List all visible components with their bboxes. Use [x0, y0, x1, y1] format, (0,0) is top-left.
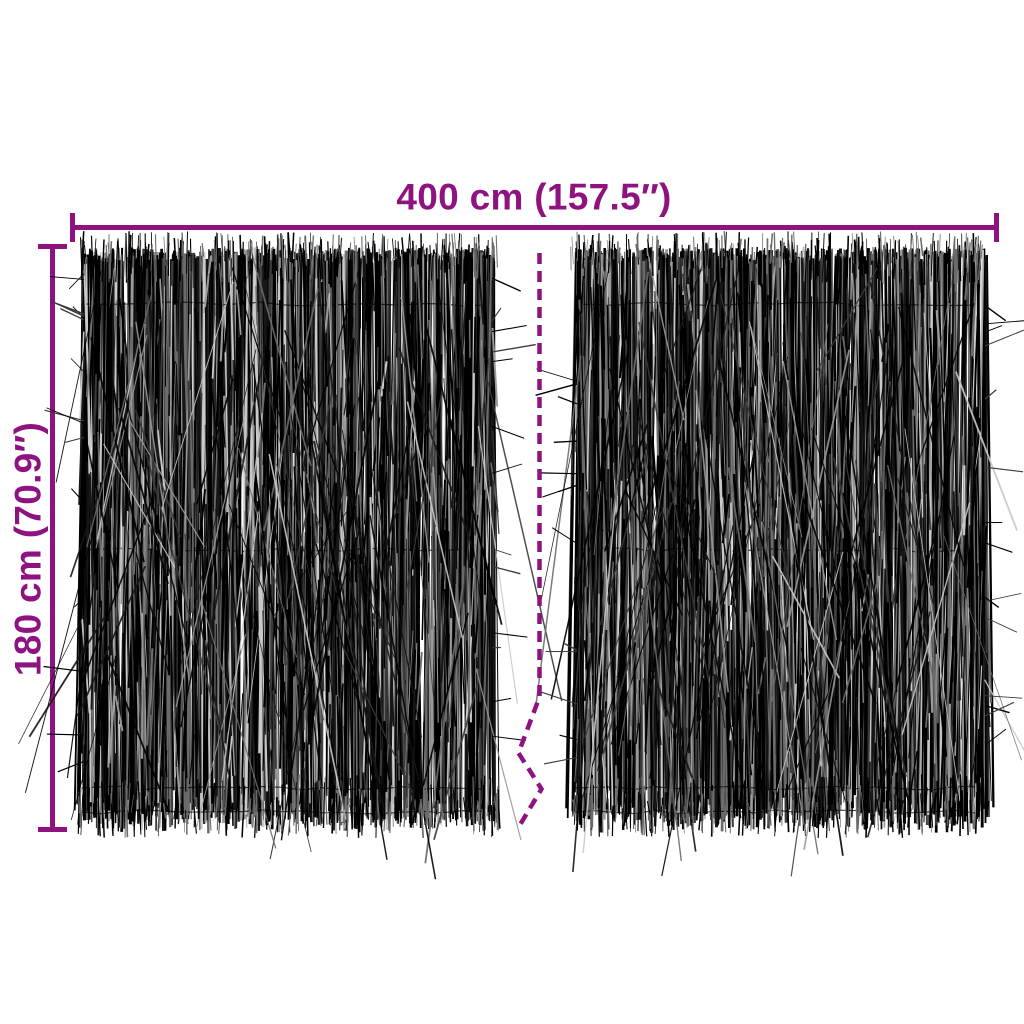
height-dimension-line — [50, 244, 55, 832]
width-dimension-endcap-left — [70, 213, 75, 242]
width-dimension-endcap-right — [994, 213, 999, 242]
height-dimension-endcap-top — [38, 244, 67, 249]
height-dimension-endcap-bottom — [38, 827, 67, 832]
width-dimension-label: 400 cm (157.5″) — [396, 176, 672, 218]
height-dimension-label: 180 cm (70.9″) — [7, 421, 49, 677]
break-line-path — [515, 253, 545, 831]
fence-panel-left — [18, 231, 563, 880]
fence-panel-right — [534, 231, 1024, 877]
width-dimension-line — [72, 225, 997, 230]
